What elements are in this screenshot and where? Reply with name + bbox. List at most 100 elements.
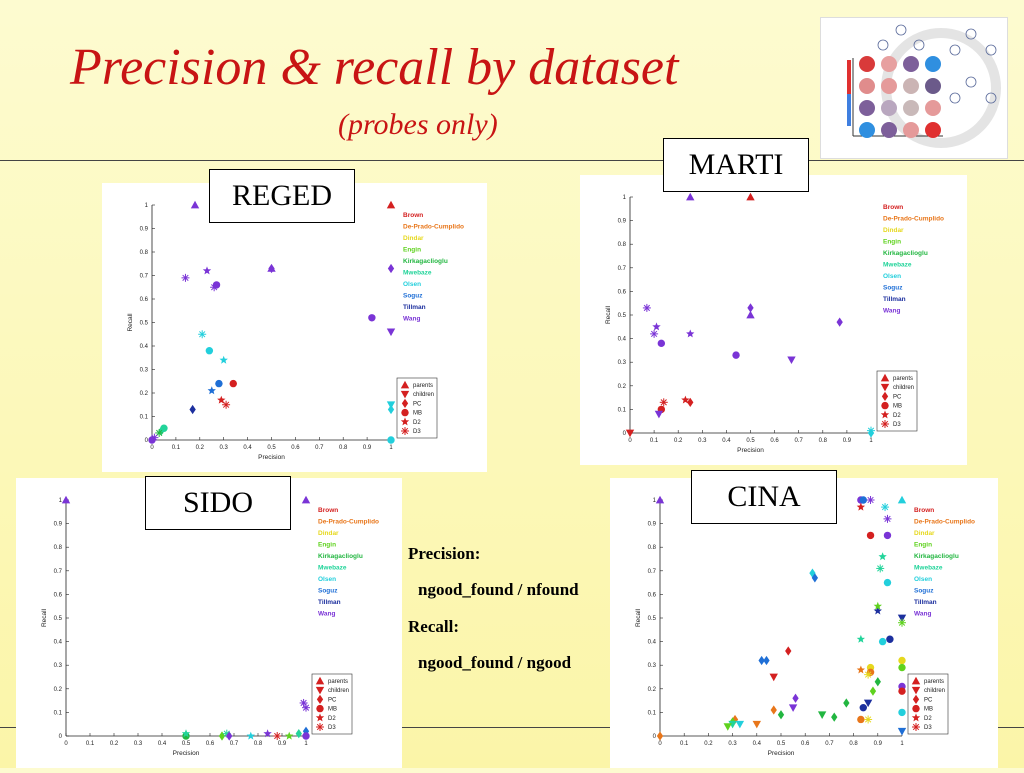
point-wang-mb [368, 314, 376, 322]
x-tick-label: 0.6 [801, 741, 810, 747]
point-brown-pc [785, 646, 792, 656]
marti-scatter-chart: 0 0.1 0.2 0.3 0.4 0.5 0.6 0.7 0.8 0.9 1 0 0.1 0.2 0.3 0… [605, 192, 944, 454]
point-soguz-children [897, 727, 907, 736]
legend-marker-d2 [315, 713, 325, 722]
legend-team-kirkagaclioglu: Kirkagaclioglu [914, 553, 959, 560]
y-tick-label: 0.3 [140, 368, 149, 374]
x-tick-label: 0 [658, 741, 662, 747]
x-tick-label: 0.8 [254, 741, 263, 747]
point-soguz-d2 [207, 386, 216, 395]
point-brown-children [625, 429, 635, 438]
legend-team-dindar: Dindar [318, 530, 339, 537]
y-axis-label: Recall [41, 608, 48, 627]
legend-marker-d2 [911, 713, 921, 722]
header-rule [0, 160, 1024, 161]
legend-team-olsen: Olsen [883, 273, 901, 280]
x-tick-label: 0.2 [196, 445, 205, 451]
legend-method-pc: PC [413, 401, 422, 407]
legend-team-dindar: Dindar [403, 235, 424, 242]
legend-team-olsen: Olsen [403, 281, 421, 288]
legend-method-d3: D3 [893, 422, 901, 428]
point-mwebaze-pc [295, 729, 302, 739]
point-wang-parents [267, 264, 276, 272]
point-olsen-mb [387, 436, 395, 444]
point-wang-d3 [650, 329, 659, 338]
point-engin-mb [898, 663, 906, 672]
x-tick-label: 0.2 [704, 741, 713, 747]
legend-marker-parents [315, 676, 325, 685]
legend-method-mb: MB [893, 404, 902, 410]
x-tick-label: 0.7 [315, 445, 324, 451]
method-legend: parents children PC MB D2 D3 [876, 370, 918, 432]
y-tick-label: 0.4 [618, 337, 627, 343]
point-wang-children [654, 410, 664, 419]
axes: 0 0.1 0.2 0.3 0.4 0.5 0.6 0.7 0.8 0.9 1 0 0.1 0.2 0.3 0… [648, 498, 905, 747]
point-brown-d2 [217, 395, 226, 404]
x-tick-label: 0.5 [267, 445, 276, 451]
precision-label: Precision: [408, 544, 481, 563]
point-wang-d3 [302, 703, 310, 712]
legend-team-olsen: Olsen [914, 576, 932, 583]
data-points [655, 495, 907, 741]
legend-team-tillman: Tillman [883, 296, 906, 303]
point-wang-d2 [686, 329, 695, 338]
point-wang-children [788, 704, 798, 712]
legend-team-dindar: Dindar [914, 530, 935, 537]
point-olsen-mb [883, 578, 892, 587]
data-points [61, 495, 311, 741]
legend-team-engin: Engin [883, 239, 901, 246]
point-brown-d2 [856, 502, 865, 511]
y-tick-label: 0.9 [54, 522, 63, 528]
legend-method-mb: MB [328, 707, 337, 713]
y-tick-label: 0.2 [140, 391, 149, 397]
point-brown-d2 [681, 395, 690, 404]
legend-team-de-prado-cumplido: De-Prado-Cumplido [318, 519, 379, 526]
legend-marker-mb [316, 704, 324, 713]
x-tick-label: 0.4 [722, 438, 731, 444]
legend-marker-children [400, 390, 410, 399]
x-tick-label: 0.1 [86, 741, 95, 747]
legend-method-parents: parents [924, 679, 944, 685]
x-tick-label: 0.5 [746, 438, 755, 444]
data-points [148, 200, 396, 444]
y-tick-label: 0.3 [54, 663, 63, 669]
point-wang-parents [746, 310, 755, 319]
legend-method-d2: D2 [413, 420, 421, 426]
y-tick-label: 1 [623, 195, 627, 201]
legend-team-wang: Wang [403, 316, 420, 323]
team-legend: Brown De-Prado-Cumplido Dindar Engin Kirkaga… [883, 204, 944, 315]
legend-method-d3: D3 [328, 725, 336, 731]
point-wang-parents [190, 200, 200, 209]
point-wang-children [386, 328, 396, 337]
x-tick-label: 1 [869, 438, 873, 444]
point-kirkagaclioglu-children [817, 711, 827, 719]
point-kirkagaclioglu-pc [874, 677, 881, 687]
x-tick-label: 0.2 [110, 741, 119, 747]
legend-team-mwebaze: Mwebaze [883, 262, 912, 269]
point-wang-d3 [150, 433, 159, 442]
y-tick-label: 0 [653, 734, 657, 740]
point-engin-d2 [873, 601, 882, 610]
point-olsen-d3 [198, 330, 207, 339]
x-tick-label: 0.6 [206, 741, 215, 747]
legend-marker-d2 [400, 417, 410, 426]
point-soguz-pc [811, 573, 819, 583]
legend-marker-parents [880, 373, 890, 382]
point-tillman-pc [189, 404, 196, 415]
point-mwebaze-d2 [856, 634, 865, 643]
point-wang-mb [732, 351, 740, 359]
cina-scatter-chart: 0 0.1 0.2 0.3 0.4 0.5 0.6 0.7 0.8 0.9 1 0 0.1 0.2 0.3 0… [635, 495, 975, 757]
point-tillman-mb [859, 703, 867, 712]
data-points [625, 192, 875, 438]
recall-label: Recall: [408, 617, 459, 636]
legend-team-soguz: Soguz [914, 588, 934, 595]
legend-marker-parents [911, 676, 921, 685]
point-de-prado-cumplido-mb [857, 715, 865, 724]
x-tick-label: 0.3 [698, 438, 707, 444]
y-tick-label: 0.6 [54, 592, 63, 598]
x-tick-label: 0.8 [819, 438, 828, 444]
x-axis-label: Precision [737, 447, 764, 454]
x-tick-label: 0.3 [728, 741, 737, 747]
cina-chart-panel: 0 0.1 0.2 0.3 0.4 0.5 0.6 0.7 0.8 0.9 1 0 0.1 0.2 0.3 0… [610, 478, 998, 768]
x-tick-label: 0 [64, 741, 68, 747]
